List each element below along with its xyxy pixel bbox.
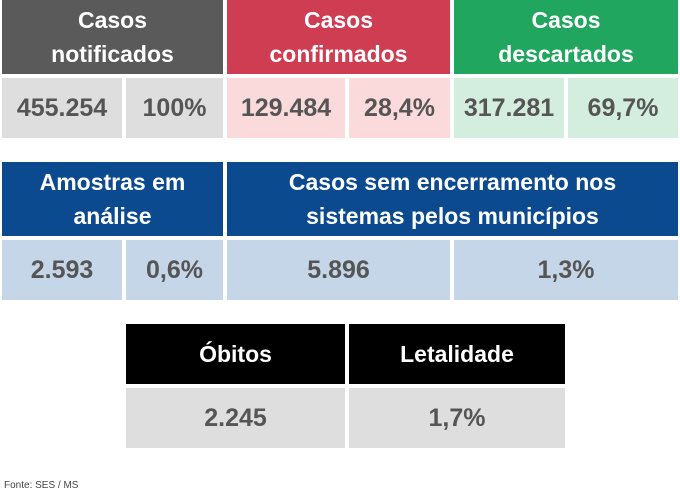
value-amostras: 2.593 <box>2 240 122 300</box>
header-casos-sem-encerramento: Casos sem encerramento nos sistemas pelos… <box>227 162 678 236</box>
value-obitos: 2.245 <box>126 388 345 448</box>
value-sem-encerramento: 5.896 <box>227 240 450 300</box>
header-letalidade: Letalidade <box>349 324 565 384</box>
header-casos-descartados: Casos descartados <box>454 0 678 74</box>
value-confirmados: 129.484 <box>227 78 345 138</box>
percent-amostras: 0,6% <box>126 240 223 300</box>
header-line: Casos <box>77 7 148 33</box>
value-notificados: 455.254 <box>2 78 122 138</box>
header-line: notificados <box>51 41 174 67</box>
header-line: Casos sem encerramento nos <box>288 169 617 195</box>
header-amostras-em-analise: Amostras em análise <box>2 162 223 236</box>
header-line: descartados <box>498 41 634 67</box>
header-line: Casos <box>531 7 601 33</box>
percent-confirmados: 28,4% <box>349 78 450 138</box>
header-line: análise <box>73 203 152 229</box>
header-line: Amostras em <box>39 169 186 195</box>
percent-descartados: 69,7% <box>568 78 678 138</box>
header-line: sistemas pelos municípios <box>306 203 599 229</box>
header-casos-notificados: Casos notificados <box>2 0 223 74</box>
percent-sem-encerramento: 1,3% <box>454 240 678 300</box>
percent-notificados: 100% <box>126 78 223 138</box>
source-note: Fonte: SES / MS <box>4 480 79 491</box>
value-letalidade: 1,7% <box>349 388 565 448</box>
header-line: Casos <box>303 7 374 33</box>
header-line: confirmados <box>269 41 408 67</box>
value-descartados: 317.281 <box>454 78 564 138</box>
header-casos-confirmados: Casos confirmados <box>227 0 450 74</box>
header-obitos: Óbitos <box>126 324 345 384</box>
